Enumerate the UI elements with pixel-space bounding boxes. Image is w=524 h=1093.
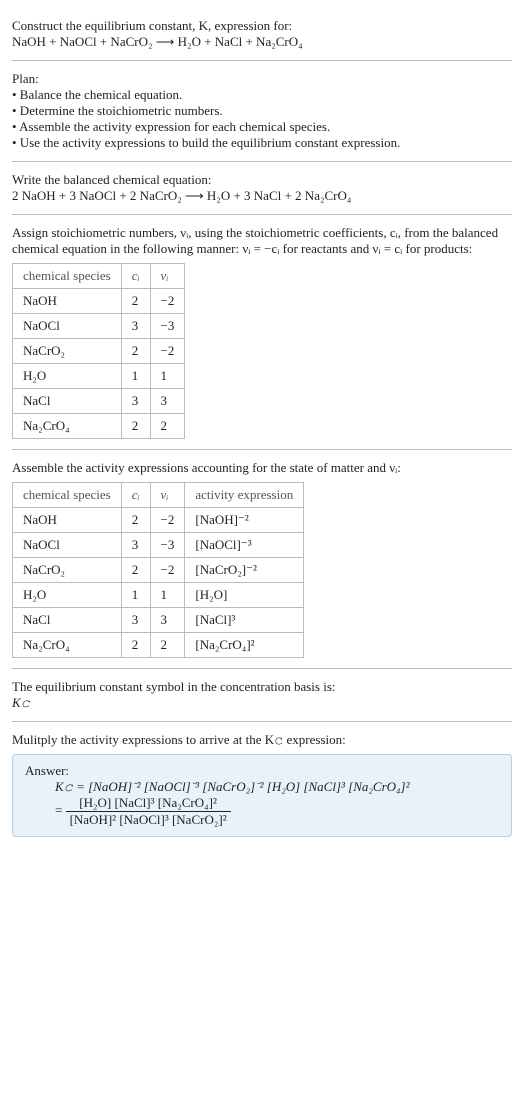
col-header: chemical species	[13, 483, 122, 508]
cell: H₂O	[13, 364, 122, 389]
cell: 1	[121, 583, 150, 608]
cell: [NaCrO₂]⁻²	[185, 558, 304, 583]
cell: −2	[150, 289, 185, 314]
table-row: H₂O11[H₂O]	[13, 583, 304, 608]
activity-text: Assemble the activity expressions accoun…	[12, 460, 512, 476]
cell: [H₂O]	[185, 583, 304, 608]
kc-text: The equilibrium constant symbol in the c…	[12, 679, 512, 695]
cell: −2	[150, 339, 185, 364]
col-header: cᵢ	[121, 483, 150, 508]
plan-item: • Use the activity expressions to build …	[12, 135, 512, 151]
table-row: NaOCl3−3[NaOCl]⁻³	[13, 533, 304, 558]
stoich-table: chemical species cᵢ νᵢ NaOH2−2 NaOCl3−3 …	[12, 263, 185, 439]
plan-heading: Plan:	[12, 71, 512, 87]
col-header: νᵢ	[150, 264, 185, 289]
cell: 3	[150, 608, 185, 633]
plan-block: Plan: • Balance the chemical equation. •…	[12, 61, 512, 162]
cell: −3	[150, 314, 185, 339]
cell: H₂O	[13, 583, 122, 608]
plan-item: • Balance the chemical equation.	[12, 87, 512, 103]
cell: [NaOCl]⁻³	[185, 533, 304, 558]
activity-block: Assemble the activity expressions accoun…	[12, 450, 512, 669]
col-header: activity expression	[185, 483, 304, 508]
cell: NaOH	[13, 289, 122, 314]
cell: 3	[121, 314, 150, 339]
cell: NaOCl	[13, 314, 122, 339]
balanced-heading: Write the balanced chemical equation:	[12, 172, 512, 188]
cell: 2	[121, 414, 150, 439]
table-row: NaOCl3−3	[13, 314, 185, 339]
table-row: NaOH2−2	[13, 289, 185, 314]
title-line1: Construct the equilibrium constant, K, e…	[12, 18, 512, 34]
plan-item: • Assemble the activity expression for e…	[12, 119, 512, 135]
cell: NaCl	[13, 608, 122, 633]
cell: NaOH	[13, 508, 122, 533]
answer-fraction: [H₂O] [NaCl]³ [Na₂CrO₄]² [NaOH]² [NaOCl]…	[66, 795, 231, 828]
answer-box: Answer: K𝚌 = [NaOH]⁻² [NaOCl]⁻³ [NaCrO₂]…	[12, 754, 512, 837]
cell: Na₂CrO₄	[13, 633, 122, 658]
cell: 3	[121, 389, 150, 414]
stoich-block: Assign stoichiometric numbers, νᵢ, using…	[12, 215, 512, 450]
balanced-block: Write the balanced chemical equation: 2 …	[12, 162, 512, 215]
cell: 2	[150, 633, 185, 658]
plan-item: • Determine the stoichiometric numbers.	[12, 103, 512, 119]
balanced-equation: 2 NaOH + 3 NaOCl + 2 NaCrO₂ ⟶ H₂O + 3 Na…	[12, 188, 512, 204]
cell: −2	[150, 508, 185, 533]
table-row: NaOH2−2[NaOH]⁻²	[13, 508, 304, 533]
answer-label: Answer:	[25, 763, 499, 779]
equals-sign: =	[55, 802, 66, 817]
cell: 3	[121, 608, 150, 633]
multiply-text: Mulitply the activity expressions to arr…	[12, 732, 512, 748]
cell: [NaOH]⁻²	[185, 508, 304, 533]
table-row: Na₂CrO₄22	[13, 414, 185, 439]
plan-list: • Balance the chemical equation. • Deter…	[12, 87, 512, 151]
cell: NaOCl	[13, 533, 122, 558]
cell: 2	[121, 508, 150, 533]
cell: 1	[150, 583, 185, 608]
table-row: H₂O11	[13, 364, 185, 389]
problem-statement: Construct the equilibrium constant, K, e…	[12, 8, 512, 61]
table-row: NaCrO₂2−2	[13, 339, 185, 364]
cell: 3	[121, 533, 150, 558]
table-row: Na₂CrO₄22[Na₂CrO₄]²	[13, 633, 304, 658]
cell: 2	[121, 289, 150, 314]
col-header: νᵢ	[150, 483, 185, 508]
cell: [Na₂CrO₄]²	[185, 633, 304, 658]
cell: 2	[121, 339, 150, 364]
fraction-denominator: [NaOH]² [NaOCl]³ [NaCrO₂]²	[66, 812, 231, 828]
multiply-block: Mulitply the activity expressions to arr…	[12, 722, 512, 847]
cell: Na₂CrO₄	[13, 414, 122, 439]
title-equation: NaOH + NaOCl + NaCrO₂ ⟶ H₂O + NaCl + Na₂…	[12, 34, 512, 50]
answer-line1: K𝚌 = [NaOH]⁻² [NaOCl]⁻³ [NaCrO₂]⁻² [H₂O]…	[55, 779, 410, 794]
stoich-text: Assign stoichiometric numbers, νᵢ, using…	[12, 225, 512, 257]
cell: NaCl	[13, 389, 122, 414]
activity-table: chemical species cᵢ νᵢ activity expressi…	[12, 482, 304, 658]
cell: 1	[150, 364, 185, 389]
col-header: cᵢ	[121, 264, 150, 289]
cell: 3	[150, 389, 185, 414]
kc-symbol: K𝚌	[12, 695, 512, 711]
kc-block: The equilibrium constant symbol in the c…	[12, 669, 512, 722]
table-row: chemical species cᵢ νᵢ activity expressi…	[13, 483, 304, 508]
answer-expression: K𝚌 = [NaOH]⁻² [NaOCl]⁻³ [NaCrO₂]⁻² [H₂O]…	[25, 779, 499, 828]
table-row: NaCl33[NaCl]³	[13, 608, 304, 633]
cell: 2	[150, 414, 185, 439]
cell: −3	[150, 533, 185, 558]
table-row: NaCl33	[13, 389, 185, 414]
cell: 2	[121, 633, 150, 658]
cell: 1	[121, 364, 150, 389]
cell: −2	[150, 558, 185, 583]
cell: NaCrO₂	[13, 339, 122, 364]
table-row: NaCrO₂2−2[NaCrO₂]⁻²	[13, 558, 304, 583]
cell: [NaCl]³	[185, 608, 304, 633]
table-row: chemical species cᵢ νᵢ	[13, 264, 185, 289]
col-header: chemical species	[13, 264, 122, 289]
fraction-numerator: [H₂O] [NaCl]³ [Na₂CrO₄]²	[66, 795, 231, 812]
cell: NaCrO₂	[13, 558, 122, 583]
cell: 2	[121, 558, 150, 583]
